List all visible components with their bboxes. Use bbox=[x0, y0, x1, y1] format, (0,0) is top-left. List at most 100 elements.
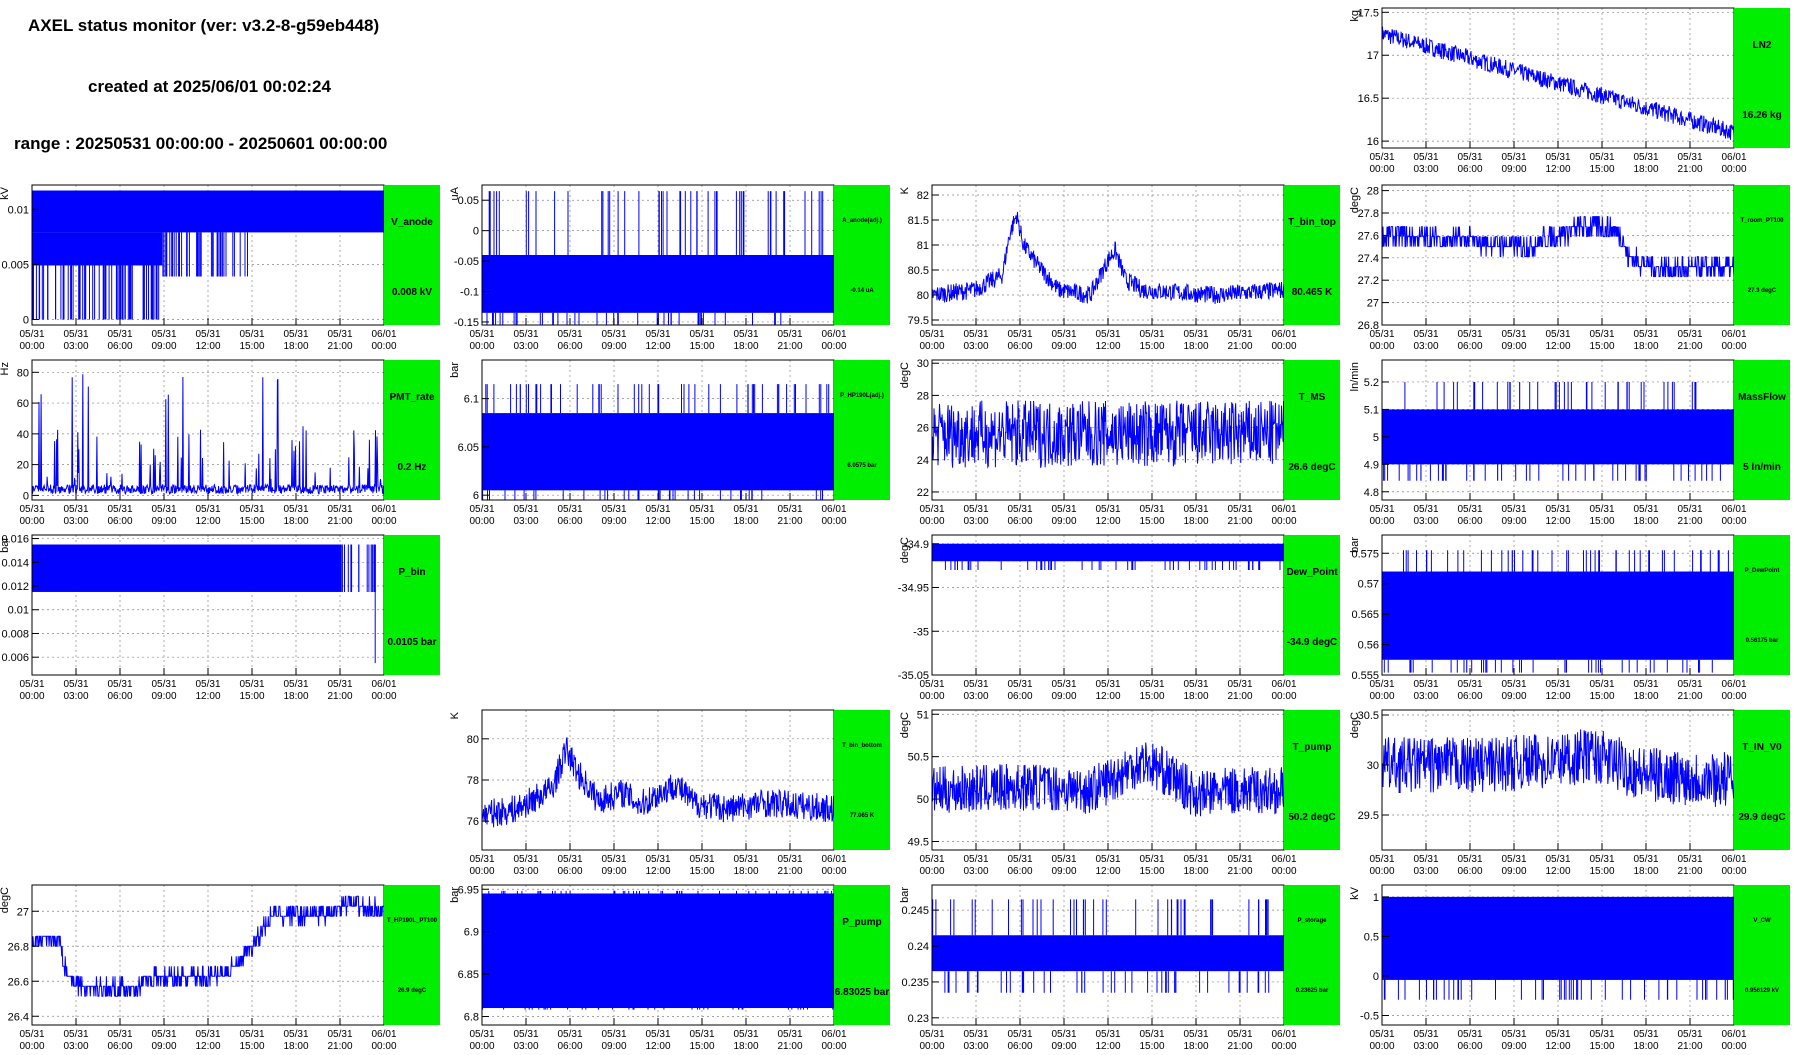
x-tick-date: 05/31 bbox=[239, 329, 264, 340]
x-tick-time: 06:00 bbox=[557, 1041, 582, 1052]
y-tick-label: 29.5 bbox=[1358, 810, 1379, 822]
x-tick-date: 05/31 bbox=[1633, 854, 1658, 865]
x-tick-time: 09:00 bbox=[601, 1041, 626, 1052]
x-tick-date: 05/31 bbox=[777, 854, 802, 865]
y-tick-label: 16 bbox=[1367, 136, 1379, 148]
x-tick-time: 12:00 bbox=[195, 691, 220, 702]
panel-p-pump: 6.8 6.85 6.9 6.95 05/31 00:00 05/31 03:00 05/31 0… bbox=[449, 884, 890, 1055]
badge-name: T_bin_bottom bbox=[842, 743, 882, 749]
x-tick-date: 05/31 bbox=[1677, 152, 1702, 163]
x-tick-time: 21:00 bbox=[327, 691, 352, 702]
y-axis-label: K bbox=[449, 711, 461, 719]
x-tick-date: 05/31 bbox=[151, 329, 176, 340]
x-tick-date: 05/31 bbox=[1095, 679, 1120, 690]
x-tick-time: 03:00 bbox=[1413, 164, 1438, 175]
x-tick-date: 05/31 bbox=[1095, 329, 1120, 340]
y-tick-label: 80 bbox=[467, 734, 479, 746]
x-tick-time: 21:00 bbox=[1227, 341, 1252, 352]
x-tick-time: 06:00 bbox=[107, 516, 132, 527]
x-tick-date: 05/31 bbox=[107, 329, 132, 340]
y-axis-label: kV bbox=[1349, 886, 1361, 900]
x-tick-time: 00:00 bbox=[1369, 516, 1394, 527]
x-tick-date: 05/31 bbox=[963, 679, 988, 690]
x-tick-date: 06/01 bbox=[1721, 504, 1746, 515]
x-tick-date: 05/31 bbox=[1677, 504, 1702, 515]
x-tick-time: 00:00 bbox=[1271, 1041, 1296, 1052]
x-tick-time: 21:00 bbox=[1677, 341, 1702, 352]
x-tick-time: 15:00 bbox=[689, 1041, 714, 1052]
x-tick-time: 15:00 bbox=[1589, 1041, 1614, 1052]
badge-name: Dew_Point bbox=[1286, 567, 1338, 578]
page-title: AXEL status monitor (ver: v3.2-8-g59eb44… bbox=[28, 16, 380, 35]
y-tick-label: 17 bbox=[1367, 50, 1379, 62]
x-tick-time: 09:00 bbox=[1501, 164, 1526, 175]
x-tick-time: 21:00 bbox=[327, 341, 352, 352]
x-tick-time: 09:00 bbox=[1051, 691, 1076, 702]
x-tick-date: 05/31 bbox=[19, 679, 44, 690]
data-spikes bbox=[1383, 550, 1734, 673]
badge-p-bin: P_bin 0.0105 bar bbox=[384, 535, 440, 675]
x-tick-date: 05/31 bbox=[1227, 329, 1252, 340]
x-tick-time: 15:00 bbox=[239, 341, 264, 352]
y-tick-label: 0.24 bbox=[908, 941, 929, 953]
x-tick-date: 05/31 bbox=[195, 679, 220, 690]
badge-value: 26.9 degC bbox=[397, 988, 427, 994]
x-tick-date: 05/31 bbox=[919, 1029, 944, 1040]
x-tick-date: 05/31 bbox=[601, 504, 626, 515]
x-tick-time: 15:00 bbox=[1139, 1041, 1164, 1052]
x-tick-date: 06/01 bbox=[1721, 854, 1746, 865]
x-tick-date: 05/31 bbox=[1007, 504, 1032, 515]
y-tick-label: 27.4 bbox=[1358, 253, 1379, 265]
x-tick-date: 05/31 bbox=[63, 504, 88, 515]
x-tick-time: 09:00 bbox=[1501, 1041, 1526, 1052]
x-tick-date: 05/31 bbox=[283, 329, 308, 340]
y-axis-label: K bbox=[899, 186, 911, 194]
chart-v_anode: 00.0050.0105/3100:0005/3103:0005/3106:00… bbox=[0, 184, 397, 352]
x-tick-time: 12:00 bbox=[195, 341, 220, 352]
badge-value: 27.3 degC bbox=[1747, 288, 1777, 294]
x-tick-time: 15:00 bbox=[1589, 866, 1614, 877]
x-tick-date: 05/31 bbox=[1051, 1029, 1076, 1040]
badge-ln2: LN2 16.26 kg bbox=[1734, 8, 1790, 148]
y-axis-label: bar bbox=[1349, 537, 1361, 553]
y-tick-label: 26 bbox=[917, 423, 929, 435]
y-tick-label: 4.8 bbox=[1364, 487, 1379, 499]
badge-value: 0.23625 bar bbox=[1295, 988, 1329, 994]
y-tick-label: 24 bbox=[917, 455, 929, 467]
chart-pmt_rate: 02040608005/3100:0005/3103:0005/3106:000… bbox=[0, 359, 397, 527]
data-band bbox=[32, 232, 163, 266]
y-tick-label: 40 bbox=[17, 429, 29, 441]
y-tick-label: 80.5 bbox=[908, 265, 929, 277]
x-tick-time: 03:00 bbox=[1413, 866, 1438, 877]
x-tick-date: 05/31 bbox=[1139, 1029, 1164, 1040]
y-tick-label: 0.05 bbox=[458, 195, 479, 207]
x-tick-date: 05/31 bbox=[1545, 679, 1570, 690]
y-tick-label: 0.005 bbox=[1, 259, 29, 271]
series-t_ms bbox=[932, 400, 1284, 469]
x-tick-date: 05/31 bbox=[469, 504, 494, 515]
y-axis-label: degC bbox=[1349, 187, 1361, 213]
x-tick-time: 18:00 bbox=[283, 341, 308, 352]
x-tick-time: 12:00 bbox=[195, 1041, 220, 1052]
panel-pmt-rate: 0 20 40 60 80 05/31 00:00 05/31 03:00 05/31 06:00 0… bbox=[0, 359, 440, 530]
x-tick-date: 05/31 bbox=[1007, 1029, 1032, 1040]
x-tick-time: 00:00 bbox=[1721, 691, 1746, 702]
x-tick-date: 05/31 bbox=[1501, 504, 1526, 515]
x-tick-date: 05/31 bbox=[963, 854, 988, 865]
x-tick-date: 06/01 bbox=[371, 504, 396, 515]
x-tick-time: 03:00 bbox=[1413, 691, 1438, 702]
x-tick-date: 05/31 bbox=[1007, 854, 1032, 865]
x-tick-date: 06/01 bbox=[1271, 329, 1296, 340]
chart-v_cw: -0.500.5105/3100:0005/3103:0005/3106:000… bbox=[1349, 884, 1747, 1052]
y-tick-label: 26.8 bbox=[8, 941, 29, 953]
x-tick-time: 21:00 bbox=[777, 1041, 802, 1052]
x-tick-date: 05/31 bbox=[63, 1029, 88, 1040]
x-tick-time: 03:00 bbox=[63, 516, 88, 527]
x-tick-time: 18:00 bbox=[1633, 866, 1658, 877]
y-tick-label: 0.008 bbox=[1, 628, 29, 640]
y-tick-label: 0.014 bbox=[1, 557, 29, 569]
x-tick-date: 05/31 bbox=[195, 1029, 220, 1040]
chart-t_bin_bottom: 76788005/3100:0005/3103:0005/3106:0005/3… bbox=[449, 709, 847, 877]
x-tick-date: 05/31 bbox=[1051, 679, 1076, 690]
x-tick-time: 12:00 bbox=[1095, 866, 1120, 877]
